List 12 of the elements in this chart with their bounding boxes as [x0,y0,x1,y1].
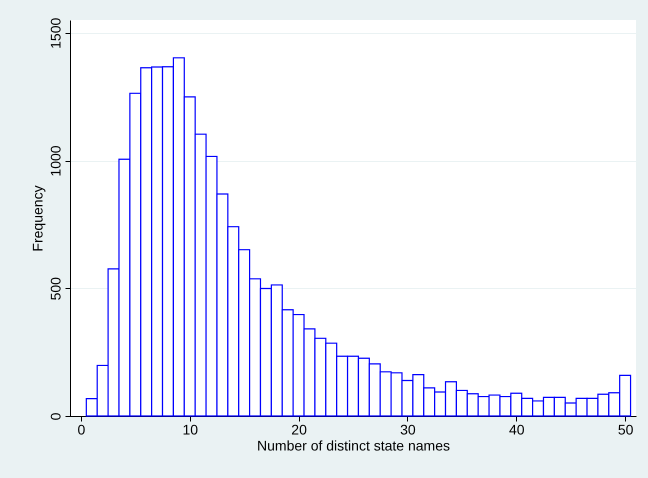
y-tick-label: 0 [48,412,64,420]
x-tick-label: 30 [400,422,416,438]
y-tick-label: 1500 [48,17,64,49]
x-tick-label: 0 [77,422,86,438]
x-tick-label: 40 [508,422,525,438]
x-axis-title: Number of distinct state names [257,438,450,454]
y-tick-label: 500 [48,276,64,300]
x-tick-label: 20 [291,422,308,438]
x-tick-label: 10 [182,422,198,438]
y-tick-label: 1000 [48,145,64,177]
y-axis-title: Frequency [30,185,46,252]
x-tick-label: 50 [618,422,634,438]
